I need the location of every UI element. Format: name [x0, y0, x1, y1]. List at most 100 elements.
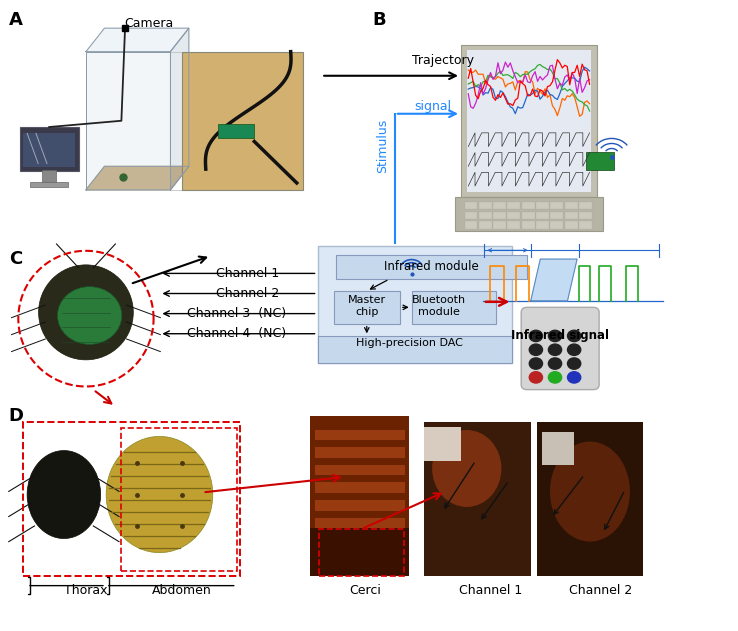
Circle shape: [568, 372, 581, 383]
Ellipse shape: [38, 265, 134, 360]
Bar: [565, 221, 578, 229]
Bar: [508, 202, 520, 209]
Text: Cerci: Cerci: [349, 584, 382, 597]
Bar: [493, 212, 506, 219]
Text: D: D: [9, 406, 24, 425]
Ellipse shape: [432, 430, 501, 507]
Circle shape: [568, 330, 581, 341]
Bar: [565, 202, 578, 209]
Bar: [30, 182, 68, 187]
Bar: [579, 212, 592, 219]
Polygon shape: [86, 28, 189, 52]
Text: C: C: [9, 249, 22, 268]
Bar: [314, 465, 405, 475]
Bar: [465, 212, 477, 219]
Text: Thorax: Thorax: [64, 584, 108, 597]
Circle shape: [568, 344, 581, 355]
Bar: [493, 221, 506, 229]
Bar: [334, 291, 400, 324]
Bar: [412, 291, 496, 324]
Bar: [586, 153, 614, 170]
Bar: [182, 52, 303, 190]
Bar: [314, 518, 405, 528]
Circle shape: [529, 344, 542, 355]
Bar: [536, 221, 549, 229]
Bar: [310, 416, 410, 576]
Circle shape: [548, 330, 562, 341]
Bar: [314, 535, 405, 546]
Text: Infrared signal: Infrared signal: [511, 329, 609, 343]
Bar: [465, 202, 477, 209]
Bar: [466, 50, 591, 192]
Text: Trajectory: Trajectory: [412, 54, 474, 68]
Ellipse shape: [27, 451, 100, 538]
Bar: [314, 483, 405, 493]
Text: Channel 2: Channel 2: [569, 584, 632, 597]
Bar: [579, 202, 592, 209]
Bar: [479, 221, 492, 229]
FancyBboxPatch shape: [521, 307, 599, 389]
Circle shape: [568, 358, 581, 369]
Bar: [551, 221, 563, 229]
Bar: [314, 553, 405, 563]
Bar: [314, 430, 405, 440]
Circle shape: [529, 358, 542, 369]
Text: High-precision DAC: High-precision DAC: [356, 338, 463, 348]
Circle shape: [548, 344, 562, 355]
Text: Infrared module: Infrared module: [384, 260, 479, 273]
Bar: [314, 500, 405, 510]
Circle shape: [529, 330, 542, 341]
Bar: [455, 198, 603, 231]
Bar: [86, 52, 170, 190]
Text: Stimulus: Stimulus: [376, 119, 389, 173]
Text: Channel 4  (NC): Channel 4 (NC): [187, 327, 286, 340]
Text: Abdomen: Abdomen: [151, 584, 211, 597]
Bar: [579, 221, 592, 229]
Bar: [551, 202, 563, 209]
Bar: [542, 432, 574, 466]
Circle shape: [529, 372, 542, 383]
Text: Camera: Camera: [124, 17, 173, 30]
Bar: [314, 447, 405, 457]
Polygon shape: [170, 28, 189, 190]
Bar: [493, 202, 506, 209]
Bar: [218, 124, 255, 138]
Bar: [317, 336, 512, 363]
Bar: [536, 212, 549, 219]
Ellipse shape: [58, 286, 122, 345]
Text: A: A: [9, 11, 23, 29]
Bar: [461, 45, 597, 198]
Text: Channel 3  (NC): Channel 3 (NC): [187, 307, 286, 320]
Ellipse shape: [550, 442, 630, 541]
Bar: [336, 255, 527, 279]
Bar: [522, 212, 534, 219]
Bar: [24, 133, 75, 167]
Text: Channel 2: Channel 2: [216, 287, 279, 300]
Text: signal: signal: [415, 100, 452, 113]
Bar: [508, 221, 520, 229]
Text: Channel 1: Channel 1: [459, 584, 522, 597]
Bar: [424, 427, 461, 461]
Bar: [536, 202, 549, 209]
Bar: [42, 170, 56, 184]
Bar: [319, 529, 404, 576]
Bar: [424, 422, 531, 576]
Bar: [24, 422, 241, 576]
Circle shape: [548, 358, 562, 369]
Bar: [121, 428, 238, 571]
Bar: [310, 528, 410, 576]
Polygon shape: [86, 167, 189, 190]
Bar: [551, 212, 563, 219]
Circle shape: [548, 372, 562, 383]
Text: Bluetooth
module: Bluetooth module: [412, 295, 466, 317]
Bar: [479, 202, 492, 209]
Bar: [508, 212, 520, 219]
Bar: [565, 212, 578, 219]
Ellipse shape: [106, 437, 213, 553]
Bar: [20, 127, 78, 171]
Polygon shape: [531, 259, 577, 301]
Text: B: B: [373, 11, 386, 29]
Bar: [317, 246, 512, 363]
Bar: [522, 202, 534, 209]
Bar: [479, 212, 492, 219]
